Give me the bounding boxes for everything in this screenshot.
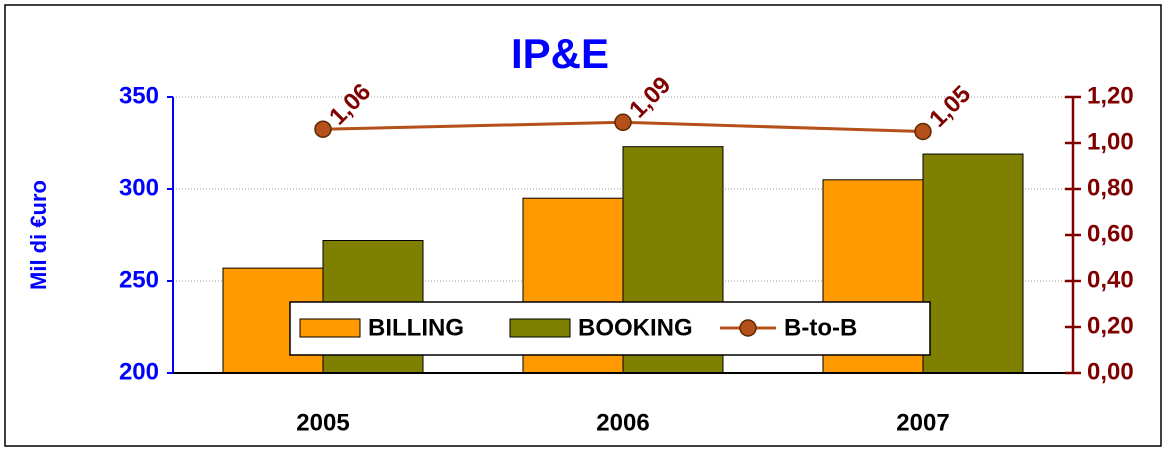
legend-swatch xyxy=(739,319,757,337)
legend-box xyxy=(289,301,931,356)
y2-tick-label: 0,20 xyxy=(1087,312,1134,339)
legend-label: BOOKING xyxy=(578,314,693,341)
y-tick-label: 350 xyxy=(119,82,159,109)
x-tick-label: 2006 xyxy=(596,409,649,436)
legend-label: BILLING xyxy=(368,314,464,341)
line-marker xyxy=(614,113,632,132)
line-marker xyxy=(914,122,932,141)
legend-swatch xyxy=(299,318,361,338)
y2-tick-label: 0,40 xyxy=(1087,266,1134,293)
line-marker xyxy=(314,120,332,138)
y2-tick-label: 1,00 xyxy=(1087,128,1134,155)
y-axis-label: Mil di €uro xyxy=(26,180,51,290)
y2-tick-label: 1,20 xyxy=(1087,82,1134,109)
y2-tick-label: 0,00 xyxy=(1087,358,1134,385)
legend-label: B-to-B xyxy=(784,314,857,341)
y2-tick-label: 0,80 xyxy=(1087,174,1134,201)
y-tick-label: 300 xyxy=(119,174,159,201)
bar xyxy=(922,153,1024,374)
legend-swatch xyxy=(509,318,571,338)
legend: BILLING BOOKING B-to-B xyxy=(289,301,931,356)
y2-tick-label: 0,60 xyxy=(1087,220,1134,247)
y-tick-label: 250 xyxy=(119,266,159,293)
x-tick-label: 2007 xyxy=(896,409,949,436)
x-tick-label: 2005 xyxy=(296,409,349,436)
chart-title: IP&E xyxy=(511,30,609,77)
y-tick-label: 200 xyxy=(119,358,159,385)
